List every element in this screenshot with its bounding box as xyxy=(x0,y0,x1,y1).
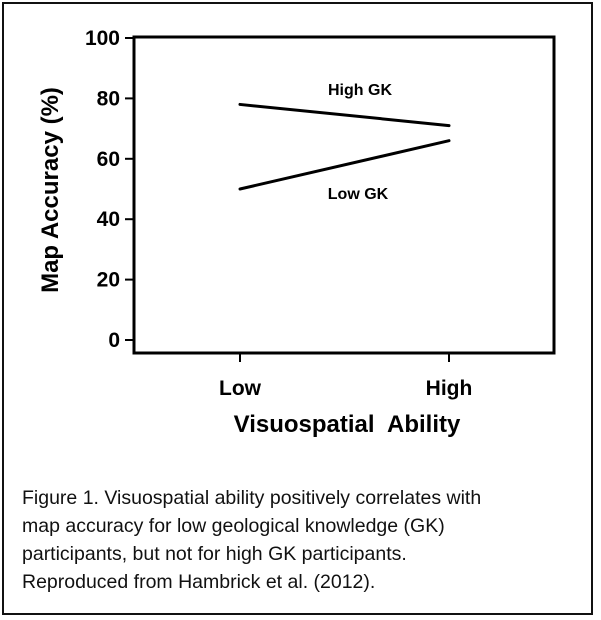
series-line-low-gk xyxy=(238,139,451,191)
series-lines xyxy=(238,102,451,191)
series-label-low-gk: Low GK xyxy=(328,186,389,203)
x-axis-ticks: Low High xyxy=(219,353,472,400)
line-chart: 0 20 40 60 80 100 Low High High GK Low GK Visuo… xyxy=(37,27,556,438)
figure-frame xyxy=(2,2,593,615)
series-labels: High GK Low GK xyxy=(328,82,393,203)
y-tick-label: 20 xyxy=(97,269,120,292)
caption-line: Figure 1. Visuospatial ability positivel… xyxy=(22,487,482,509)
y-tick-label: 60 xyxy=(97,148,120,171)
x-axis-title: Visuospatial Ability xyxy=(234,411,461,438)
series-label-high-gk: High GK xyxy=(328,82,392,99)
caption-line: map accuracy for low geological knowledg… xyxy=(22,515,445,537)
y-tick-label: 40 xyxy=(97,208,120,231)
figure-caption: Figure 1. Visuospatial ability positivel… xyxy=(22,484,578,596)
y-tick-label: 80 xyxy=(97,87,120,110)
y-tick-label: 100 xyxy=(85,27,120,50)
caption-line: Reproduced from Hambrick et al. (2012). xyxy=(22,571,376,593)
x-tick-label: Low xyxy=(219,377,262,400)
x-tick-label: High xyxy=(426,377,473,400)
y-tick-label: 0 xyxy=(108,329,120,352)
caption-line: participants, but not for high GK partic… xyxy=(22,543,407,565)
series-line-high-gk xyxy=(238,102,451,128)
y-axis-ticks: 0 20 40 60 80 100 xyxy=(85,27,134,352)
y-axis-title: Map Accuracy (%) xyxy=(37,87,64,293)
plot-area-border xyxy=(132,35,556,355)
